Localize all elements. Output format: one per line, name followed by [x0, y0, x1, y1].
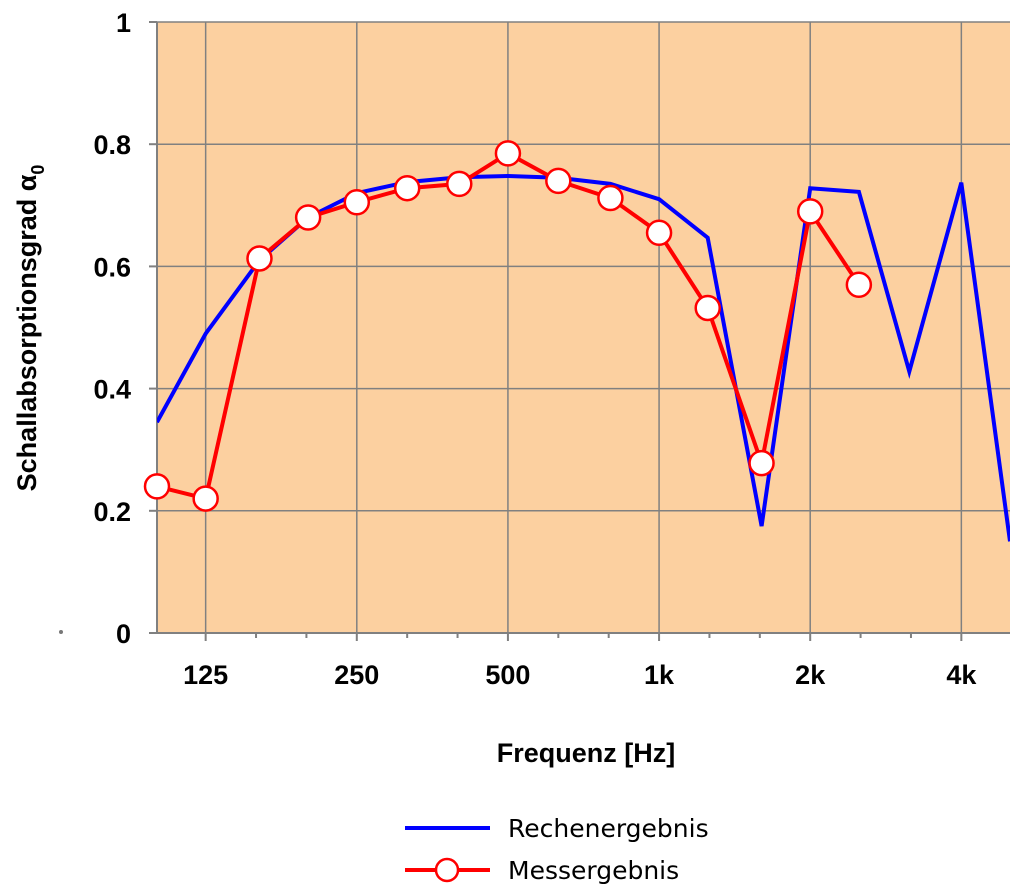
x-tick-label: 500	[485, 660, 530, 690]
y-tick-labels: 0 0.2 0.4 0.6 0.8 1	[93, 8, 131, 649]
x-tick-label: 4k	[946, 660, 977, 690]
y-tick-label: 0.2	[93, 497, 131, 527]
axes	[149, 21, 1010, 641]
x-tick-label: 2k	[795, 660, 826, 690]
data-point-messergebnis	[845, 271, 873, 298]
legend-label-rechenergebnis: Rechenergebnis	[508, 814, 709, 843]
data-point-messergebnis	[246, 245, 273, 272]
legend: Rechenergebnis Messergebnis	[405, 814, 709, 885]
y-tick-label: 0.8	[93, 130, 131, 160]
data-point-messergebnis	[294, 204, 322, 231]
data-point-messergebnis	[796, 198, 824, 225]
data-point-messergebnis	[645, 219, 673, 247]
data-point-messergebnis	[748, 449, 775, 477]
data-point-messergebnis	[192, 485, 219, 512]
y-tick-label: 0.4	[93, 375, 131, 405]
data-point-messergebnis	[545, 167, 572, 195]
x-tick-labels: 125 250 500 1k 2k 4k	[183, 660, 977, 690]
stray-dot	[59, 630, 63, 634]
data-point-messergebnis	[694, 294, 721, 322]
y-tick-label: 1	[116, 8, 131, 38]
data-point-messergebnis	[143, 473, 171, 500]
series-layer	[143, 140, 1010, 542]
grid-lines	[157, 21, 1010, 634]
x-tick-label: 1k	[644, 660, 675, 690]
legend-marker-messergebnis	[434, 857, 460, 883]
data-point-messergebnis	[494, 140, 522, 167]
y-axis-title: Schallabsorptionsgrad α0	[12, 165, 48, 492]
data-point-messergebnis	[446, 170, 473, 198]
plot-background	[157, 22, 1010, 633]
y-tick-label: 0.6	[93, 252, 131, 282]
legend-label-messergebnis: Messergebnis	[508, 856, 679, 885]
x-tick-label: 250	[334, 660, 379, 690]
x-tick-label: 125	[183, 660, 228, 690]
y-tick-label: 0	[116, 619, 131, 649]
x-axis-title: Frequenz [Hz]	[497, 738, 676, 768]
y-axis-title-main: Schallabsorptionsgrad α	[12, 174, 42, 491]
data-point-messergebnis	[343, 188, 371, 216]
data-point-messergebnis	[393, 174, 421, 202]
y-axis-title-subscript: 0	[28, 165, 48, 175]
data-point-messergebnis	[597, 184, 624, 212]
